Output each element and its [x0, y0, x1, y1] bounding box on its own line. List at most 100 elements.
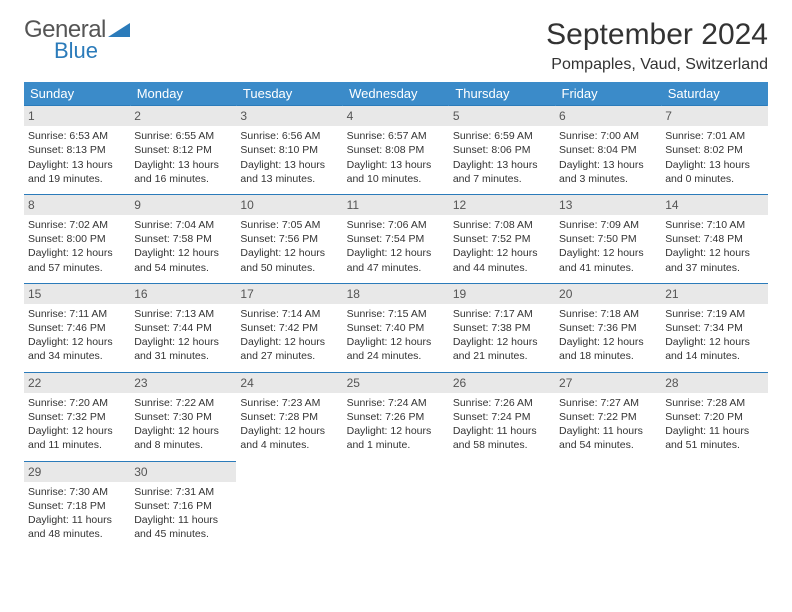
day-sunset: Sunset: 7:56 PM	[240, 232, 338, 246]
day-sunset: Sunset: 7:38 PM	[453, 321, 551, 335]
day-d1: Daylight: 13 hours	[347, 158, 445, 172]
calendar-row: 29Sunrise: 7:30 AMSunset: 7:18 PMDayligh…	[24, 461, 768, 549]
calendar-cell: 24Sunrise: 7:23 AMSunset: 7:28 PMDayligh…	[236, 372, 342, 461]
day-number: 7	[661, 106, 767, 126]
day-sunset: Sunset: 7:54 PM	[347, 232, 445, 246]
day-d1: Daylight: 12 hours	[28, 246, 126, 260]
day-d1: Daylight: 12 hours	[28, 424, 126, 438]
day-sunrise: Sunrise: 6:55 AM	[134, 129, 232, 143]
day-sunset: Sunset: 8:10 PM	[240, 143, 338, 157]
calendar-cell: 10Sunrise: 7:05 AMSunset: 7:56 PMDayligh…	[236, 194, 342, 283]
day-sunset: Sunset: 7:16 PM	[134, 499, 232, 513]
calendar-cell: 29Sunrise: 7:30 AMSunset: 7:18 PMDayligh…	[24, 461, 130, 549]
day-number: 20	[555, 284, 661, 304]
day-number: 12	[449, 195, 555, 215]
day-d1: Daylight: 11 hours	[453, 424, 551, 438]
calendar-cell: 27Sunrise: 7:27 AMSunset: 7:22 PMDayligh…	[555, 372, 661, 461]
calendar-cell: 18Sunrise: 7:15 AMSunset: 7:40 PMDayligh…	[343, 283, 449, 372]
day-sunset: Sunset: 8:13 PM	[28, 143, 126, 157]
day-d2: and 21 minutes.	[453, 349, 551, 363]
day-sunrise: Sunrise: 7:18 AM	[559, 307, 657, 321]
day-d2: and 3 minutes.	[559, 172, 657, 186]
calendar-cell: 11Sunrise: 7:06 AMSunset: 7:54 PMDayligh…	[343, 194, 449, 283]
day-sunrise: Sunrise: 6:57 AM	[347, 129, 445, 143]
day-d2: and 31 minutes.	[134, 349, 232, 363]
day-sunrise: Sunrise: 7:01 AM	[665, 129, 763, 143]
day-d2: and 57 minutes.	[28, 261, 126, 275]
day-d1: Daylight: 11 hours	[28, 513, 126, 527]
day-d2: and 4 minutes.	[240, 438, 338, 452]
calendar-cell: 15Sunrise: 7:11 AMSunset: 7:46 PMDayligh…	[24, 283, 130, 372]
calendar-table: Sunday Monday Tuesday Wednesday Thursday…	[24, 82, 768, 549]
logo: General Blue	[24, 18, 130, 62]
day-sunset: Sunset: 7:42 PM	[240, 321, 338, 335]
day-d1: Daylight: 12 hours	[240, 246, 338, 260]
calendar-cell: 25Sunrise: 7:24 AMSunset: 7:26 PMDayligh…	[343, 372, 449, 461]
day-sunrise: Sunrise: 7:31 AM	[134, 485, 232, 499]
day-d1: Daylight: 12 hours	[453, 246, 551, 260]
day-sunrise: Sunrise: 7:11 AM	[28, 307, 126, 321]
day-number: 8	[24, 195, 130, 215]
weekday-header-row: Sunday Monday Tuesday Wednesday Thursday…	[24, 82, 768, 106]
day-number: 27	[555, 373, 661, 393]
title-block: September 2024 Pompaples, Vaud, Switzerl…	[546, 18, 768, 74]
day-number: 3	[236, 106, 342, 126]
day-number: 29	[24, 462, 130, 482]
day-d2: and 50 minutes.	[240, 261, 338, 275]
day-d2: and 8 minutes.	[134, 438, 232, 452]
calendar-cell: 5Sunrise: 6:59 AMSunset: 8:06 PMDaylight…	[449, 106, 555, 195]
day-sunset: Sunset: 7:46 PM	[28, 321, 126, 335]
day-d1: Daylight: 13 hours	[559, 158, 657, 172]
day-sunrise: Sunrise: 7:10 AM	[665, 218, 763, 232]
header: General Blue September 2024 Pompaples, V…	[24, 18, 768, 74]
day-sunset: Sunset: 7:36 PM	[559, 321, 657, 335]
calendar-row: 22Sunrise: 7:20 AMSunset: 7:32 PMDayligh…	[24, 372, 768, 461]
day-number: 18	[343, 284, 449, 304]
day-d2: and 7 minutes.	[453, 172, 551, 186]
day-d2: and 19 minutes.	[28, 172, 126, 186]
day-number: 6	[555, 106, 661, 126]
day-d1: Daylight: 12 hours	[347, 424, 445, 438]
day-number: 24	[236, 373, 342, 393]
day-d2: and 47 minutes.	[347, 261, 445, 275]
calendar-cell: 16Sunrise: 7:13 AMSunset: 7:44 PMDayligh…	[130, 283, 236, 372]
day-d2: and 1 minute.	[347, 438, 445, 452]
day-d1: Daylight: 11 hours	[134, 513, 232, 527]
day-d1: Daylight: 13 hours	[240, 158, 338, 172]
day-d1: Daylight: 11 hours	[665, 424, 763, 438]
day-sunset: Sunset: 8:08 PM	[347, 143, 445, 157]
day-number: 28	[661, 373, 767, 393]
day-number: 25	[343, 373, 449, 393]
day-sunset: Sunset: 8:06 PM	[453, 143, 551, 157]
calendar-cell: 21Sunrise: 7:19 AMSunset: 7:34 PMDayligh…	[661, 283, 767, 372]
day-d2: and 58 minutes.	[453, 438, 551, 452]
day-d2: and 37 minutes.	[665, 261, 763, 275]
day-d2: and 10 minutes.	[347, 172, 445, 186]
day-sunrise: Sunrise: 7:05 AM	[240, 218, 338, 232]
calendar-cell: 7 Sunrise: 7:01 AMSunset: 8:02 PMDaylight…	[661, 106, 767, 195]
weekday-header: Wednesday	[343, 82, 449, 106]
day-sunrise: Sunrise: 7:20 AM	[28, 396, 126, 410]
day-sunrise: Sunrise: 6:59 AM	[453, 129, 551, 143]
day-d1: Daylight: 13 hours	[665, 158, 763, 172]
calendar-row: 1Sunrise: 6:53 AMSunset: 8:13 PMDaylight…	[24, 106, 768, 195]
day-sunrise: Sunrise: 7:27 AM	[559, 396, 657, 410]
month-title: September 2024	[546, 18, 768, 52]
calendar-cell: 26Sunrise: 7:26 AMSunset: 7:24 PMDayligh…	[449, 372, 555, 461]
day-d1: Daylight: 12 hours	[134, 246, 232, 260]
day-sunset: Sunset: 7:44 PM	[134, 321, 232, 335]
day-d2: and 11 minutes.	[28, 438, 126, 452]
day-d1: Daylight: 12 hours	[665, 246, 763, 260]
day-d2: and 48 minutes.	[28, 527, 126, 541]
day-sunset: Sunset: 7:40 PM	[347, 321, 445, 335]
calendar-cell	[661, 461, 767, 549]
day-sunrise: Sunrise: 7:08 AM	[453, 218, 551, 232]
day-sunset: Sunset: 8:02 PM	[665, 143, 763, 157]
day-d1: Daylight: 12 hours	[347, 335, 445, 349]
day-number: 5	[449, 106, 555, 126]
day-sunrise: Sunrise: 7:02 AM	[28, 218, 126, 232]
day-d1: Daylight: 12 hours	[347, 246, 445, 260]
day-sunset: Sunset: 7:58 PM	[134, 232, 232, 246]
day-d1: Daylight: 12 hours	[240, 335, 338, 349]
day-sunrise: Sunrise: 6:53 AM	[28, 129, 126, 143]
